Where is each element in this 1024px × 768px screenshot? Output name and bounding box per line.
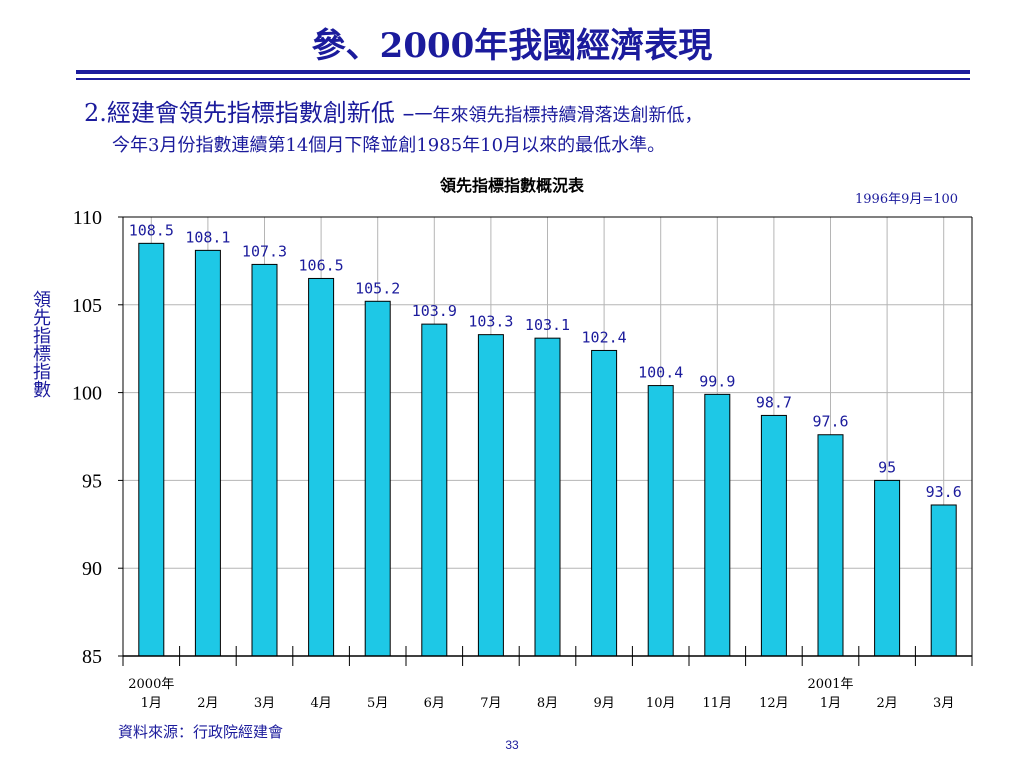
x-tick-label: 4月 — [310, 696, 331, 711]
bar — [817, 434, 844, 657]
x-tick-label: 6月 — [424, 696, 445, 711]
bar — [704, 393, 731, 657]
data-label: 107.3 — [242, 242, 287, 260]
data-label: 103.1 — [525, 316, 570, 334]
x-tick-label: 2月 — [876, 696, 897, 711]
x-tick-label: 2月 — [197, 696, 218, 711]
x-tick-label: 9月 — [593, 696, 614, 711]
slide-title: 參、2000年我國經濟表現 — [311, 26, 713, 66]
x-year-label: 2000年 — [128, 677, 174, 692]
bar — [138, 242, 165, 657]
page-number: 33 — [505, 738, 519, 752]
data-label: 108.1 — [185, 228, 230, 246]
data-label: 99.9 — [699, 372, 735, 390]
bar — [194, 249, 221, 657]
source-note: 資料來源：行政院經建會 — [118, 723, 284, 741]
section-heading-main: 2.經建會領先指標指數創新低 – — [84, 99, 415, 127]
bar — [591, 349, 618, 657]
y-tick-label: 100 — [72, 383, 102, 405]
data-label: 97.6 — [812, 413, 848, 431]
y-tick-label: 105 — [72, 295, 102, 317]
data-label: 106.5 — [299, 256, 344, 274]
data-label: 95 — [878, 458, 896, 476]
x-tick-label: 1月 — [820, 696, 841, 711]
x-tick-label: 3月 — [254, 696, 275, 711]
x-tick-label: 8月 — [537, 696, 558, 711]
y-axis-label: 領先指標指數 — [30, 290, 51, 398]
section-heading-line2: 今年3月份指數連續第14個月下降並創1985年10月以來的最低水準。 — [112, 135, 666, 156]
title-divider-thick — [76, 70, 970, 74]
y-tick-label: 110 — [73, 207, 102, 229]
bar — [647, 385, 674, 657]
bar — [760, 414, 787, 657]
chart-title: 領先指標指數概況表 — [439, 176, 584, 195]
x-tick-label: 10月 — [646, 696, 676, 711]
section-heading: 2.經建會領先指標指數創新低 –一年來領先指標持續滑落迭創新低， — [84, 93, 703, 128]
bar — [421, 323, 448, 657]
data-label: 108.5 — [129, 221, 174, 239]
chart-base-note: 1996年9月=100 — [855, 192, 959, 207]
data-label: 98.7 — [756, 393, 792, 411]
bar — [251, 263, 278, 657]
data-label: 103.9 — [412, 302, 457, 320]
section-heading-sub: 一年來領先指標持續滑落迭創新低， — [414, 105, 703, 126]
data-label: 102.4 — [582, 328, 627, 346]
x-tick-label: 5月 — [367, 696, 388, 711]
data-label: 105.2 — [355, 279, 400, 297]
title-divider-thin — [76, 78, 970, 80]
y-tick-label: 90 — [82, 558, 102, 580]
x-tick-label: 7月 — [480, 696, 501, 711]
x-tick-label: 1月 — [141, 696, 162, 711]
x-tick-label: 3月 — [933, 696, 954, 711]
data-label: 100.4 — [638, 364, 683, 382]
data-label: 93.6 — [926, 483, 962, 501]
bar — [364, 300, 391, 657]
data-label: 103.3 — [468, 313, 513, 331]
bar — [308, 277, 335, 657]
bar — [534, 337, 561, 657]
y-tick-label: 95 — [82, 470, 102, 492]
y-tick-label: 85 — [82, 646, 102, 668]
bar — [930, 504, 957, 657]
x-tick-label: 11月 — [703, 696, 733, 711]
bar — [874, 479, 901, 657]
x-tick-label: 12月 — [759, 696, 789, 711]
bar — [477, 334, 504, 657]
x-year-label: 2001年 — [807, 677, 853, 692]
